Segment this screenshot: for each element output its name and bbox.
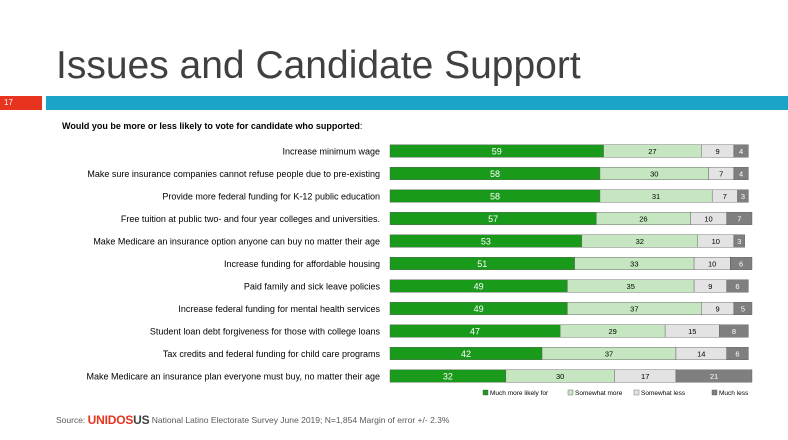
bar-segment — [733, 167, 749, 180]
legend-label: Much more likely for — [490, 390, 549, 397]
data-label: 17 — [641, 372, 649, 381]
legend-label: Somewhat less — [641, 390, 686, 397]
data-label: 57 — [488, 214, 498, 224]
category-label: Make sure insurance companies cannot ref… — [87, 169, 380, 179]
data-label: 3 — [737, 237, 741, 246]
data-label: 58 — [490, 192, 500, 202]
legend-label: Somewhat more — [575, 390, 623, 397]
data-label: 33 — [630, 260, 638, 269]
category-label: Make Medicare an insurance option anyone… — [93, 237, 380, 247]
category-label: Paid family and sick leave policies — [244, 282, 381, 292]
data-label: 32 — [636, 237, 644, 246]
category-label: Student loan debt forgiveness for those … — [150, 327, 381, 337]
data-label: 26 — [639, 215, 647, 224]
survey-question-text: Would you be more or less likely to vote… — [62, 121, 360, 131]
data-label: 10 — [712, 237, 720, 246]
bar-segment — [733, 234, 745, 248]
data-label: 4 — [739, 170, 743, 179]
data-label: 37 — [605, 350, 613, 359]
category-label: Increase minimum wage — [282, 147, 380, 157]
data-label: 5 — [741, 305, 745, 314]
bar-segment — [737, 189, 749, 203]
legend-swatch — [711, 389, 718, 396]
bar-segment — [675, 369, 753, 383]
legend-swatch — [567, 389, 574, 396]
data-label: 9 — [716, 305, 720, 314]
data-label: 10 — [708, 260, 716, 269]
data-label: 29 — [608, 327, 616, 336]
data-label: 6 — [735, 282, 739, 291]
bar-segment — [733, 144, 749, 158]
source-prefix: Source: — [56, 415, 88, 425]
logo-part-a: UNIDOS — [87, 413, 134, 427]
legend-swatch — [482, 389, 489, 396]
logo-part-b: US — [133, 413, 150, 427]
data-label: 3 — [741, 192, 745, 201]
data-label: 51 — [477, 259, 487, 269]
category-label: Make Medicare an insurance plan everyone… — [87, 372, 381, 382]
category-label: Provide more federal funding for K-12 pu… — [162, 192, 380, 202]
data-label: 42 — [461, 349, 471, 359]
data-label: 14 — [697, 350, 705, 359]
data-label: 59 — [492, 147, 502, 157]
bar-segment — [733, 302, 753, 315]
data-label: 6 — [739, 260, 743, 269]
data-label: 31 — [652, 192, 660, 201]
source-text: National Latino Electorate Survey June 2… — [149, 415, 450, 425]
legend-label: Much less — [719, 390, 749, 397]
data-label: 15 — [688, 327, 696, 336]
survey-question: Would you be more or less likely to vote… — [62, 121, 362, 131]
data-label: 6 — [735, 350, 739, 359]
slide-title: Issues and Candidate Support — [56, 44, 581, 87]
bar-segment — [719, 324, 749, 338]
slide-number: 17 — [0, 96, 42, 110]
data-label: 53 — [481, 237, 491, 247]
category-label: Increase funding for affordable housing — [224, 259, 380, 269]
data-label: 30 — [650, 170, 658, 179]
data-label: 21 — [710, 372, 718, 381]
bar-segment — [726, 279, 749, 293]
source-note: Source: UNIDOSUS National Latino Elector… — [56, 413, 449, 427]
legend-swatch — [633, 389, 640, 396]
data-label: 7 — [719, 170, 723, 179]
data-label: 10 — [704, 215, 712, 224]
data-label: 37 — [630, 305, 638, 314]
category-label: Tax credits and federal funding for chil… — [163, 349, 381, 359]
data-label: 7 — [737, 215, 741, 224]
data-label: 9 — [708, 282, 712, 291]
survey-question-colon: : — [359, 121, 363, 131]
data-label: 27 — [648, 147, 656, 156]
data-label: 58 — [490, 169, 500, 179]
data-label: 35 — [627, 282, 635, 291]
data-label: 7 — [723, 192, 727, 201]
data-label: 30 — [556, 372, 564, 381]
data-label: 47 — [470, 327, 480, 337]
title-accent-bar — [46, 96, 788, 110]
bar-segment — [726, 347, 749, 360]
data-label: 32 — [443, 372, 453, 382]
category-label: Increase federal funding for mental heal… — [178, 304, 380, 314]
data-label: 49 — [474, 304, 484, 314]
data-label: 49 — [474, 282, 484, 292]
data-label: 9 — [716, 147, 720, 156]
category-label: Free tuition at public two- and four yea… — [121, 214, 380, 224]
bar-segment — [730, 257, 753, 270]
data-label: 8 — [732, 327, 736, 336]
unidosus-logo: UNIDOSUS — [88, 413, 150, 427]
bar-segment — [726, 212, 753, 225]
data-label: 4 — [739, 147, 743, 156]
